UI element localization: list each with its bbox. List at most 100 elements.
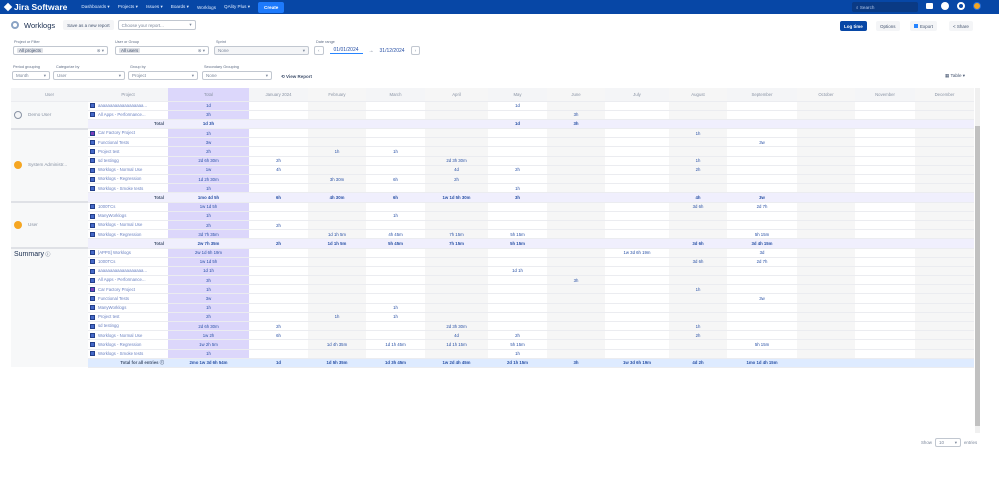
table-cell[interactable]: 1h	[168, 303, 249, 313]
column-header-april[interactable]: April	[425, 88, 488, 102]
table-cell[interactable]: 1d 1h 5m	[308, 229, 366, 240]
table-cell[interactable]: 2h	[249, 238, 308, 249]
table-cell[interactable]: 1d 4h 35m	[308, 339, 366, 350]
nav-projects[interactable]: Projects ▾	[117, 4, 138, 9]
project-cell[interactable]: [APPS] Worklogs	[88, 248, 168, 258]
table-cell[interactable]: 1w 1d 5h 30m	[425, 192, 488, 203]
project-name[interactable]: Worklogs - Regression	[98, 176, 142, 182]
entries-per-page-select[interactable]: 10 ▾	[934, 438, 961, 447]
table-cell[interactable]: 1h	[366, 146, 425, 157]
column-header-september[interactable]: September	[727, 88, 797, 102]
project-cell[interactable]: Worklogs - Smoke tests	[88, 349, 168, 359]
table-cell[interactable]: 1h	[366, 211, 425, 221]
project-cell[interactable]: Worklogs - Regression	[88, 174, 168, 185]
project-name[interactable]: sd testingg	[98, 158, 119, 164]
table-cell[interactable]: 4h	[669, 192, 727, 203]
table-cell[interactable]: 2d 1h 15m	[488, 358, 547, 368]
project-name[interactable]: Worklogs - Smoke tests	[98, 185, 144, 191]
scrollbar-thumb[interactable]	[975, 126, 980, 426]
project-cell[interactable]: Worklogs - Regression	[88, 229, 168, 240]
project-cell[interactable]: Car Factory Project	[88, 128, 168, 139]
table-cell[interactable]: 1d 5h 35m	[308, 358, 366, 368]
options-button[interactable]: Options	[876, 21, 900, 31]
table-cell[interactable]: 4d 2h	[669, 358, 727, 368]
project-name[interactable]: Worklogs - Regression	[98, 231, 142, 237]
table-cell[interactable]: 1w 1d 5h	[168, 202, 249, 212]
table-cell[interactable]: 1w 3d 6h 19m	[605, 248, 669, 258]
table-cell[interactable]: 2w 1d 6h 19m	[168, 248, 249, 258]
secondary-grouping-select[interactable]: None ▾	[202, 71, 272, 80]
column-header-november[interactable]: November	[855, 88, 915, 102]
table-cell[interactable]: 3w	[727, 293, 797, 304]
date-prev-button[interactable]: ‹	[314, 46, 324, 55]
help-icon[interactable]	[941, 2, 949, 10]
project-filter-select[interactable]: All projects ⊗ ▾	[13, 46, 108, 55]
log-time-button[interactable]: Log time	[840, 21, 867, 31]
table-cell[interactable]: 1w 2h 5m	[168, 339, 249, 350]
table-view-toggle[interactable]: ▦ Table ▾	[945, 73, 966, 78]
table-cell[interactable]: 1d 1h	[488, 266, 547, 277]
choose-report-select[interactable]: Choose your report... ▾	[117, 20, 196, 30]
project-name[interactable]: 1000TCs	[98, 203, 116, 209]
table-cell[interactable]: 2h	[425, 174, 488, 185]
project-name[interactable]: Worklogs - Normal Use	[98, 222, 143, 228]
table-cell[interactable]: 1h	[308, 312, 366, 323]
create-button[interactable]: Create	[258, 1, 285, 13]
table-cell[interactable]: 4h 30m	[308, 192, 366, 203]
table-cell[interactable]: 1d 1h 15m	[425, 339, 488, 350]
project-cell[interactable]: aaaaaaaaaaaaaaaaaaa...	[88, 101, 168, 111]
table-cell[interactable]: 1d 1h 45m	[366, 339, 425, 350]
table-cell[interactable]: 1d 1h 5m	[308, 238, 366, 249]
table-cell[interactable]: 5h 15m	[488, 229, 547, 240]
project-cell[interactable]: Project test	[88, 146, 168, 157]
table-cell[interactable]: 2h	[168, 220, 249, 231]
project-name[interactable]: All Apps - Performance...	[98, 277, 146, 283]
nav-issues[interactable]: Issues ▾	[145, 4, 163, 9]
project-cell[interactable]: Functional Tests	[88, 137, 168, 148]
table-cell[interactable]: 2d 3h 30m	[425, 156, 488, 166]
export-button[interactable]: Export	[910, 21, 938, 31]
save-as-new-report-button[interactable]: Save as a new report	[63, 20, 114, 30]
table-cell[interactable]: 1w 1d 5h	[168, 257, 249, 267]
table-cell[interactable]: 3d 4h 15m	[727, 238, 797, 249]
table-cell[interactable]: 2d 3h 30m	[425, 321, 488, 332]
project-name[interactable]: [APPS] Worklogs	[98, 249, 131, 255]
table-cell[interactable]: 4d	[425, 165, 488, 176]
table-cell[interactable]: 5h 15m	[488, 238, 547, 249]
settings-icon[interactable]	[957, 2, 965, 10]
table-cell[interactable]: 1d	[488, 101, 547, 111]
table-cell[interactable]: 2d 6h 30m	[168, 321, 249, 332]
table-cell[interactable]: 1d	[168, 101, 249, 111]
table-cell[interactable]: 7h 15m	[425, 229, 488, 240]
user-cell[interactable]: System Administr...	[11, 128, 88, 204]
megaphone-icon[interactable]	[926, 3, 933, 9]
info-icon[interactable]: ⓘ	[158, 359, 164, 365]
table-cell[interactable]: 3w	[168, 293, 249, 304]
table-cell[interactable]: 2h	[168, 146, 249, 157]
table-cell[interactable]: 2h	[488, 330, 547, 341]
table-cell[interactable]: 1d 3h 45m	[366, 358, 425, 368]
table-cell[interactable]: 3h	[547, 358, 605, 368]
project-cell[interactable]: ManyWorklogs	[88, 303, 168, 313]
project-cell[interactable]: sd testingg	[88, 156, 168, 166]
table-cell[interactable]: 1h	[488, 183, 547, 194]
table-cell[interactable]: 1w 3d 6h 19m	[605, 358, 669, 368]
table-cell[interactable]: 5h 15m	[488, 339, 547, 350]
nav-boards[interactable]: Boards ▾	[170, 4, 189, 9]
project-name[interactable]: Car Factory Project	[98, 130, 136, 136]
table-cell[interactable]: 1mo 4d 5h	[168, 192, 249, 203]
table-cell[interactable]: 4h 45m	[366, 229, 425, 240]
project-name[interactable]: All Apps - Performance...	[98, 112, 146, 118]
nav-qality-plus[interactable]: QAlity Plus ▾	[224, 4, 251, 9]
project-cell[interactable]: Project test	[88, 312, 168, 323]
table-cell[interactable]: 2h	[249, 156, 308, 166]
table-cell[interactable]: 1h	[168, 211, 249, 221]
column-header-february[interactable]: February	[308, 88, 366, 102]
info-icon[interactable]: ⓘ	[43, 252, 51, 258]
sprint-select[interactable]: None ▾	[214, 46, 309, 55]
table-cell[interactable]: 3w	[168, 137, 249, 148]
table-cell[interactable]: 6h	[366, 174, 425, 185]
nav-worklogs[interactable]: Worklogs	[196, 4, 216, 10]
project-name[interactable]: Worklogs - Normal Use	[98, 332, 143, 338]
date-from-input[interactable]: 01/01/2024	[329, 47, 363, 54]
